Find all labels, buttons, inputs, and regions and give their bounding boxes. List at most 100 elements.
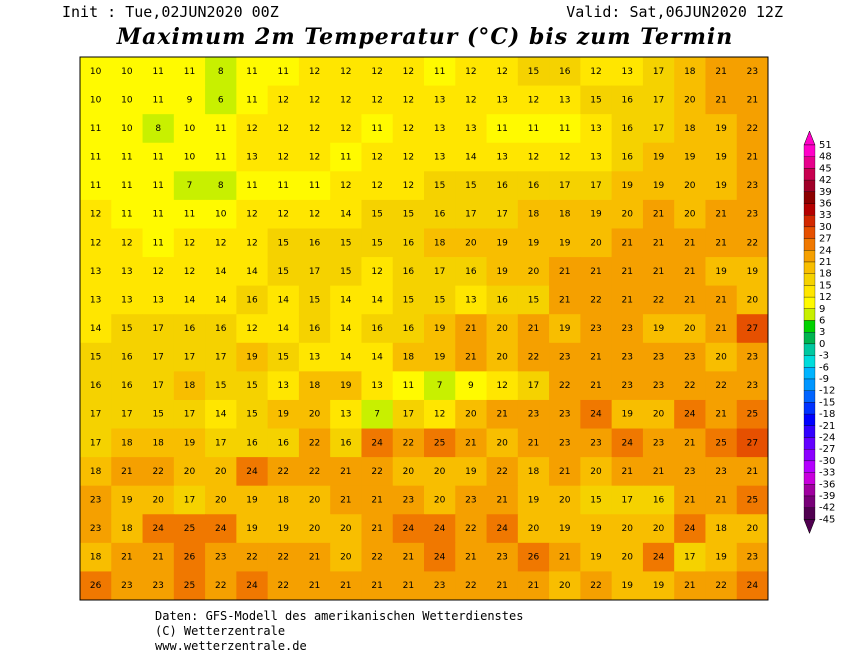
temperature-cell bbox=[392, 257, 425, 287]
temperature-value: 21 bbox=[465, 553, 476, 563]
temperature-cell bbox=[580, 514, 613, 544]
temperature-cell bbox=[267, 485, 300, 515]
temperature-cell bbox=[173, 457, 206, 487]
temperature-cell bbox=[361, 371, 394, 401]
temperature-value: 21 bbox=[622, 467, 633, 477]
temperature-cell bbox=[142, 114, 175, 144]
temperature-value: 13 bbox=[465, 295, 476, 305]
footer-line: Daten: GFS-Modell des amerikanischen Wet… bbox=[155, 609, 523, 623]
temperature-cell bbox=[392, 542, 425, 572]
temperature-value: 24 bbox=[622, 438, 634, 448]
temperature-value: 17 bbox=[215, 353, 226, 363]
temperature-cell bbox=[298, 171, 331, 201]
temperature-cell bbox=[267, 571, 300, 601]
legend-swatch bbox=[803, 168, 816, 181]
temperature-cell bbox=[111, 171, 144, 201]
temperature-cell bbox=[330, 85, 362, 115]
temperature-cell bbox=[705, 114, 738, 144]
temperature-cell bbox=[142, 285, 175, 315]
temperature-value: 17 bbox=[121, 410, 132, 420]
temperature-value: 11 bbox=[152, 210, 163, 220]
temperature-cell bbox=[642, 285, 675, 315]
temperature-value: 12 bbox=[340, 124, 351, 134]
temperature-cell bbox=[424, 114, 456, 144]
temperature-value: 14 bbox=[184, 295, 196, 305]
legend-swatch bbox=[803, 238, 816, 251]
temperature-cell bbox=[142, 371, 175, 401]
legend-label: -27 bbox=[819, 444, 835, 455]
temperature-value: 11 bbox=[152, 238, 163, 248]
temperature-value: 25 bbox=[747, 495, 758, 505]
temperature-cell bbox=[517, 199, 550, 229]
temperature-cell bbox=[205, 457, 237, 487]
temperature-cell bbox=[517, 228, 550, 258]
temperature-value: 17 bbox=[184, 410, 195, 420]
temperature-cell bbox=[611, 485, 644, 515]
temperature-cell bbox=[455, 399, 488, 430]
temperature-cell bbox=[236, 542, 269, 572]
temperature-value: 24 bbox=[684, 410, 696, 420]
temperature-value: 24 bbox=[246, 581, 258, 591]
temperature-cell bbox=[611, 457, 644, 487]
temperature-cell bbox=[611, 257, 644, 287]
temperature-cell bbox=[80, 142, 112, 172]
temperature-cell bbox=[173, 485, 206, 515]
temperature-value: 15 bbox=[528, 295, 539, 305]
temperature-value: 14 bbox=[215, 267, 227, 277]
temperature-value: 11 bbox=[90, 153, 101, 163]
temperature-cell bbox=[549, 85, 581, 115]
temperature-value: 20 bbox=[747, 524, 759, 534]
temperature-cell bbox=[642, 542, 675, 572]
temperature-value: 11 bbox=[278, 67, 289, 77]
temperature-cell bbox=[361, 85, 394, 115]
temperature-value: 17 bbox=[496, 210, 507, 220]
temperature-cell bbox=[361, 285, 394, 315]
temperature-value: 22 bbox=[309, 438, 320, 448]
temperature-cell bbox=[705, 485, 738, 515]
legend-swatch bbox=[803, 437, 816, 450]
temperature-cell bbox=[642, 399, 675, 430]
temperature-value: 16 bbox=[465, 267, 477, 277]
temperature-cell bbox=[111, 514, 144, 544]
temperature-value: 13 bbox=[121, 295, 132, 305]
temperature-value: 11 bbox=[403, 381, 414, 391]
init-time: Init : Tue,02JUN2020 00Z bbox=[62, 3, 279, 21]
temperature-cell bbox=[642, 171, 675, 201]
temperature-cell bbox=[173, 199, 206, 229]
temperature-value: 15 bbox=[152, 410, 163, 420]
temperature-value: 20 bbox=[590, 238, 602, 248]
temperature-value: 17 bbox=[653, 124, 664, 134]
temperature-value: 12 bbox=[371, 181, 382, 191]
temperature-value: 21 bbox=[684, 238, 695, 248]
temperature-value: 15 bbox=[465, 181, 476, 191]
temperature-value: 19 bbox=[340, 381, 352, 391]
temperature-cell bbox=[517, 485, 550, 515]
temperature-value: 22 bbox=[590, 581, 601, 591]
temperature-value: 19 bbox=[559, 524, 571, 534]
temperature-value: 25 bbox=[715, 438, 726, 448]
temperature-cell bbox=[611, 571, 644, 601]
temperature-value: 13 bbox=[590, 124, 601, 134]
temperature-value: 23 bbox=[747, 210, 758, 220]
temperature-cell bbox=[392, 85, 425, 115]
temperature-cell bbox=[674, 428, 706, 458]
temperature-value: 8 bbox=[218, 67, 224, 77]
temperature-cell bbox=[424, 171, 456, 201]
temperature-cell bbox=[80, 171, 112, 201]
temperature-cell bbox=[142, 171, 175, 201]
temperature-value: 18 bbox=[309, 381, 321, 391]
temperature-value: 22 bbox=[559, 381, 570, 391]
temperature-value: 14 bbox=[278, 324, 290, 334]
temperature-cell bbox=[517, 285, 550, 315]
temperature-cell bbox=[674, 228, 706, 258]
temperature-value: 19 bbox=[465, 467, 477, 477]
temperature-value: 19 bbox=[496, 267, 508, 277]
temperature-cell bbox=[142, 257, 175, 287]
legend-swatch bbox=[803, 472, 816, 485]
temperature-value: 27 bbox=[747, 324, 758, 334]
temperature-cell bbox=[486, 514, 519, 544]
temperature-cell bbox=[455, 571, 488, 601]
temperature-value: 23 bbox=[590, 438, 601, 448]
temperature-value: 11 bbox=[152, 67, 163, 77]
temperature-value: 12 bbox=[246, 124, 257, 134]
